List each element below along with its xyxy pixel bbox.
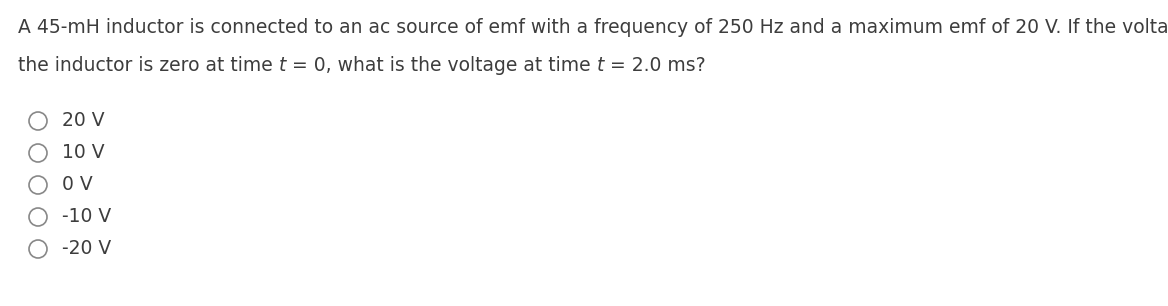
- Text: t: t: [279, 56, 286, 75]
- Text: -10 V: -10 V: [62, 207, 111, 226]
- Text: the inductor is zero at time: the inductor is zero at time: [18, 56, 279, 75]
- Text: = 2.0 ms?: = 2.0 ms?: [604, 56, 705, 75]
- Text: 20 V: 20 V: [62, 111, 105, 130]
- Text: 10 V: 10 V: [62, 144, 105, 162]
- Text: A 45-mH inductor is connected to an ac source of emf with a frequency of 250 Hz : A 45-mH inductor is connected to an ac s…: [18, 18, 1168, 37]
- Text: = 0, what is the voltage at time: = 0, what is the voltage at time: [286, 56, 597, 75]
- Text: t: t: [597, 56, 604, 75]
- Text: -20 V: -20 V: [62, 240, 111, 259]
- Text: 0 V: 0 V: [62, 176, 92, 195]
